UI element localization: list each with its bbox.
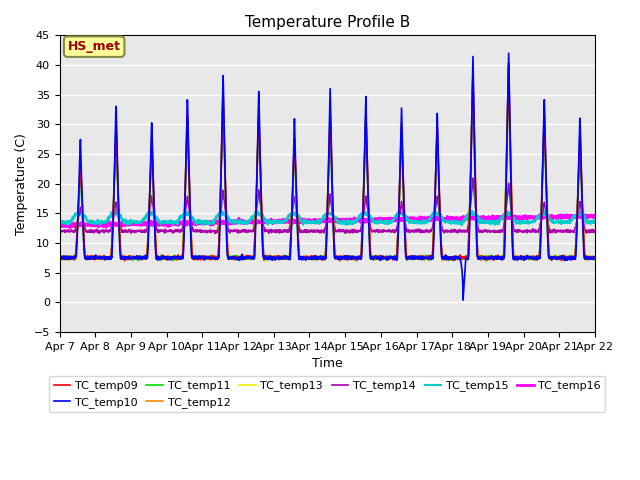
Line: TC_temp09: TC_temp09 bbox=[60, 63, 595, 261]
TC_temp15 bbox=[56, 218, 63, 224]
X-axis label: Time: Time bbox=[312, 357, 342, 370]
TC_temp09 bbox=[483, 254, 491, 260]
TC_temp11 bbox=[483, 255, 491, 261]
TC_temp16 bbox=[544, 216, 552, 222]
TC_temp16 bbox=[483, 215, 491, 221]
TC_temp16 bbox=[575, 212, 582, 217]
Title: Temperature Profile B: Temperature Profile B bbox=[244, 15, 410, 30]
TC_temp16 bbox=[355, 216, 362, 222]
TC_temp10 bbox=[205, 254, 212, 260]
Line: TC_temp10: TC_temp10 bbox=[60, 53, 595, 300]
TC_temp10 bbox=[342, 256, 350, 262]
TC_temp10 bbox=[559, 254, 567, 260]
TC_temp14 bbox=[469, 175, 477, 181]
TC_temp15 bbox=[544, 211, 552, 217]
TC_temp16 bbox=[205, 220, 213, 226]
Line: TC_temp15: TC_temp15 bbox=[60, 211, 595, 225]
TC_temp13 bbox=[544, 237, 552, 242]
TC_temp09 bbox=[505, 60, 513, 66]
TC_temp14 bbox=[483, 229, 491, 235]
TC_temp13 bbox=[504, 80, 512, 85]
TC_temp15 bbox=[483, 218, 491, 224]
TC_temp10 bbox=[459, 297, 467, 303]
TC_temp10 bbox=[544, 246, 552, 252]
Line: TC_temp11: TC_temp11 bbox=[60, 67, 595, 261]
Legend: TC_temp09, TC_temp10, TC_temp11, TC_temp12, TC_temp13, TC_temp14, TC_temp15, TC_: TC_temp09, TC_temp10, TC_temp11, TC_temp… bbox=[49, 376, 605, 412]
TC_temp11 bbox=[343, 255, 351, 261]
Y-axis label: Temperature (C): Temperature (C) bbox=[15, 132, 28, 235]
TC_temp16 bbox=[66, 225, 74, 231]
Line: TC_temp13: TC_temp13 bbox=[60, 83, 595, 261]
TC_temp12 bbox=[483, 258, 490, 264]
TC_temp11 bbox=[504, 64, 512, 70]
TC_temp13 bbox=[343, 255, 351, 261]
TC_temp15 bbox=[540, 208, 547, 214]
TC_temp14 bbox=[205, 228, 212, 234]
TC_temp09 bbox=[355, 255, 362, 261]
TC_temp15 bbox=[591, 217, 599, 223]
TC_temp11 bbox=[56, 255, 63, 261]
TC_temp13 bbox=[355, 255, 362, 261]
TC_temp13 bbox=[336, 258, 344, 264]
TC_temp13 bbox=[205, 255, 212, 261]
TC_temp10 bbox=[591, 255, 599, 261]
TC_temp16 bbox=[591, 214, 599, 219]
TC_temp12 bbox=[56, 254, 63, 260]
TC_temp15 bbox=[355, 216, 362, 222]
TC_temp11 bbox=[559, 252, 567, 258]
TC_temp14 bbox=[56, 228, 63, 234]
TC_temp14 bbox=[343, 229, 351, 235]
TC_temp09 bbox=[544, 232, 552, 238]
TC_temp13 bbox=[56, 253, 63, 259]
TC_temp12 bbox=[355, 254, 362, 260]
TC_temp09 bbox=[56, 254, 63, 260]
TC_temp16 bbox=[559, 213, 566, 219]
TC_temp09 bbox=[205, 254, 213, 260]
TC_temp13 bbox=[591, 254, 599, 260]
Line: TC_temp12: TC_temp12 bbox=[60, 65, 595, 261]
TC_temp11 bbox=[170, 258, 177, 264]
TC_temp15 bbox=[559, 218, 567, 224]
TC_temp12 bbox=[544, 233, 552, 239]
TC_temp10 bbox=[355, 255, 362, 261]
TC_temp12 bbox=[483, 256, 491, 262]
TC_temp11 bbox=[544, 241, 552, 247]
TC_temp09 bbox=[559, 254, 567, 260]
TC_temp14 bbox=[559, 228, 567, 233]
TC_temp11 bbox=[205, 253, 213, 259]
TC_temp14 bbox=[591, 229, 599, 235]
TC_temp10 bbox=[483, 256, 491, 262]
Line: TC_temp14: TC_temp14 bbox=[60, 178, 595, 233]
TC_temp14 bbox=[544, 220, 552, 226]
TC_temp09 bbox=[121, 258, 129, 264]
TC_temp12 bbox=[505, 62, 513, 68]
TC_temp12 bbox=[342, 255, 350, 261]
TC_temp12 bbox=[205, 256, 212, 262]
TC_temp13 bbox=[483, 256, 491, 262]
TC_temp16 bbox=[343, 216, 351, 222]
TC_temp09 bbox=[591, 254, 599, 260]
TC_temp15 bbox=[458, 222, 465, 228]
TC_temp11 bbox=[591, 255, 599, 261]
TC_temp11 bbox=[355, 255, 362, 261]
TC_temp13 bbox=[559, 254, 567, 260]
TC_temp09 bbox=[343, 254, 351, 260]
Text: HS_met: HS_met bbox=[68, 40, 121, 53]
TC_temp15 bbox=[342, 218, 350, 224]
Line: TC_temp16: TC_temp16 bbox=[60, 215, 595, 228]
TC_temp16 bbox=[56, 223, 63, 229]
TC_temp10 bbox=[56, 256, 63, 262]
TC_temp10 bbox=[505, 50, 513, 56]
TC_temp15 bbox=[205, 221, 212, 227]
TC_temp14 bbox=[355, 228, 362, 234]
TC_temp14 bbox=[211, 230, 219, 236]
TC_temp12 bbox=[559, 255, 567, 261]
TC_temp12 bbox=[591, 255, 599, 261]
